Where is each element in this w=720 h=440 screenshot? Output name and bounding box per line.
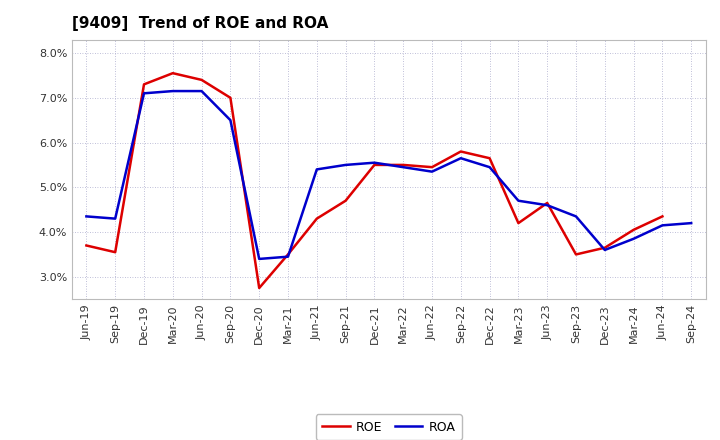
ROA	[197, 88, 206, 94]
ROA	[658, 223, 667, 228]
ROE	[543, 200, 552, 205]
ROE	[197, 77, 206, 83]
ROA	[456, 156, 465, 161]
ROE	[341, 198, 350, 203]
ROA	[82, 214, 91, 219]
ROE	[168, 70, 177, 76]
ROA	[370, 160, 379, 165]
ROE	[111, 249, 120, 255]
ROE	[140, 82, 148, 87]
ROA	[284, 254, 292, 259]
ROE	[255, 286, 264, 291]
ROE	[428, 165, 436, 170]
ROE	[370, 162, 379, 168]
ROE	[284, 252, 292, 257]
ROA	[572, 214, 580, 219]
ROA	[111, 216, 120, 221]
Legend: ROE, ROA: ROE, ROA	[316, 414, 462, 440]
ROE	[226, 95, 235, 100]
ROA	[514, 198, 523, 203]
ROE	[600, 245, 609, 250]
ROA	[687, 220, 696, 226]
ROA	[600, 247, 609, 253]
ROA	[312, 167, 321, 172]
ROA	[226, 117, 235, 123]
ROE	[658, 214, 667, 219]
ROA	[255, 256, 264, 261]
ROA	[168, 88, 177, 94]
ROE	[572, 252, 580, 257]
ROE	[629, 227, 638, 232]
Text: [9409]  Trend of ROE and ROA: [9409] Trend of ROE and ROA	[72, 16, 328, 32]
ROE	[485, 156, 494, 161]
ROE	[312, 216, 321, 221]
ROA	[543, 202, 552, 208]
ROA	[140, 91, 148, 96]
ROA	[341, 162, 350, 168]
ROE	[456, 149, 465, 154]
ROE	[514, 220, 523, 226]
ROA	[629, 236, 638, 242]
ROA	[399, 165, 408, 170]
ROE	[399, 162, 408, 168]
Line: ROE: ROE	[86, 73, 662, 288]
ROE	[82, 243, 91, 248]
ROA	[485, 165, 494, 170]
Line: ROA: ROA	[86, 91, 691, 259]
ROA	[428, 169, 436, 174]
